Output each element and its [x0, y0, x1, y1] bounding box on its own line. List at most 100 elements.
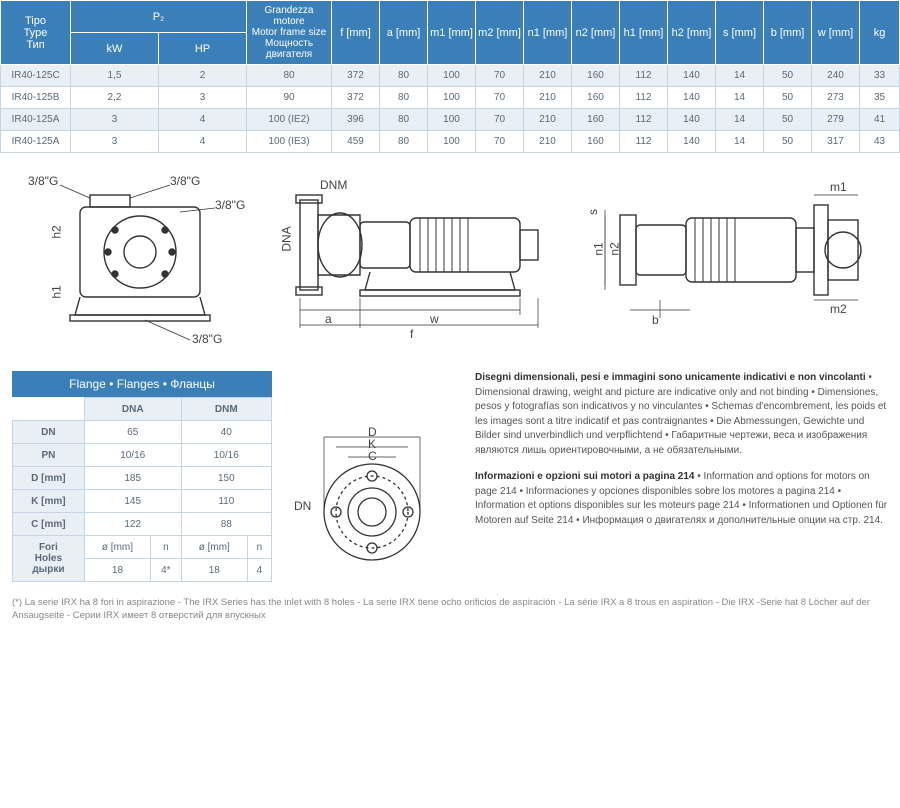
fl-fori-n2: n: [247, 536, 271, 559]
info-p2-bold: Informazioni e opzioni sui motori a pagi…: [475, 471, 694, 482]
cell-type: IR40-125C: [1, 65, 71, 87]
cell-h2: 140: [668, 87, 716, 109]
cell-a: 80: [380, 131, 428, 153]
cell-s: 14: [716, 87, 764, 109]
flange-title: Flange • Flanges • Фланцы: [12, 371, 272, 397]
cell-n1: 210: [524, 65, 572, 87]
cell-h1: 112: [620, 65, 668, 87]
cell-s: 14: [716, 65, 764, 87]
label-g38-1: 3/8"G: [28, 174, 58, 188]
th-f: f [mm]: [332, 1, 380, 65]
label-n2: n2: [608, 242, 622, 255]
fl-fori-n1: n: [151, 536, 182, 559]
fl-fori: Fori Holes дырки: [13, 536, 85, 582]
cell-a: 80: [380, 87, 428, 109]
th-b: b [mm]: [764, 1, 812, 65]
diagram-top: m1 m2 s n1 n2 b: [590, 170, 880, 350]
fl-d-dnm: 150: [181, 467, 271, 490]
fl-fori-dna-n: 4*: [151, 559, 182, 582]
cell-hp: 2: [159, 65, 247, 87]
cell-kw: 1,5: [71, 65, 159, 87]
cell-n2: 160: [572, 131, 620, 153]
fl-c: C [mm]: [13, 513, 85, 536]
fl-d: D [mm]: [13, 467, 85, 490]
technical-diagrams: 3/8"G 3/8"G 3/8"G 3/8"G h2 h1: [0, 153, 900, 363]
th-s: s [mm]: [716, 1, 764, 65]
cell-type: IR40-125B: [1, 87, 71, 109]
cell-type: IR40-125A: [1, 109, 71, 131]
cell-m1: 100: [428, 109, 476, 131]
cell-b: 50: [764, 109, 812, 131]
cell-motor: 80: [247, 65, 332, 87]
cell-f: 372: [332, 87, 380, 109]
cell-m1: 100: [428, 65, 476, 87]
fl-c-dnm: 88: [181, 513, 271, 536]
table-row: IR40-125A34100 (IE3)45980100702101601121…: [1, 131, 900, 153]
diagram-side: DNM DNA a w f: [270, 170, 570, 350]
label-f: f: [410, 327, 413, 341]
fl-fori-dna-d: 18: [84, 559, 150, 582]
diagram-front: 3/8"G 3/8"G 3/8"G 3/8"G h2 h1: [20, 170, 250, 350]
cell-kw: 3: [71, 131, 159, 153]
fl-k-dna: 145: [84, 490, 181, 513]
cell-kg: 43: [860, 131, 900, 153]
label-n1: n1: [592, 242, 606, 255]
th-kw: kW: [71, 33, 159, 65]
cell-f: 372: [332, 65, 380, 87]
fl-pn-dna: 10/16: [84, 444, 181, 467]
cell-h1: 112: [620, 109, 668, 131]
cell-h1: 112: [620, 87, 668, 109]
info-text-block: Disegni dimensionali, pesi e immagini so…: [475, 371, 888, 582]
cell-h2: 140: [668, 109, 716, 131]
fl-k: K [mm]: [13, 490, 85, 513]
fl-diag-c: C: [368, 449, 377, 463]
flange-table: DNA DNM DN 65 40 PN 10/16 10/16 D [mm] 1…: [12, 397, 272, 582]
info-p1-rest: • Dimensional drawing, weight and pictur…: [475, 372, 886, 456]
cell-motor: 90: [247, 87, 332, 109]
cell-s: 14: [716, 109, 764, 131]
table-row: IR40-125A34100 (IE2)39680100702101601121…: [1, 109, 900, 131]
cell-h2: 140: [668, 131, 716, 153]
cell-h2: 140: [668, 65, 716, 87]
label-m2: m2: [830, 302, 847, 316]
cell-motor: 100 (IE3): [247, 131, 332, 153]
fl-k-dnm: 110: [181, 490, 271, 513]
flange-diagram: D K C DN: [282, 417, 447, 582]
cell-kw: 2,2: [71, 87, 159, 109]
th-kg: kg: [860, 1, 900, 65]
th-h1: h1 [mm]: [620, 1, 668, 65]
cell-f: 396: [332, 109, 380, 131]
cell-n1: 210: [524, 109, 572, 131]
th-m1: m1 [mm]: [428, 1, 476, 65]
cell-kw: 3: [71, 109, 159, 131]
fl-dn: DN: [13, 421, 85, 444]
cell-n1: 210: [524, 131, 572, 153]
fl-c-dna: 122: [84, 513, 181, 536]
label-a: a: [325, 312, 332, 326]
cell-w: 273: [812, 87, 860, 109]
fl-diag-dn: DN: [294, 499, 311, 513]
th-hp: HP: [159, 33, 247, 65]
info-para-2: Informazioni e opzioni sui motori a pagi…: [475, 470, 888, 528]
label-g38-4: 3/8"G: [192, 332, 222, 346]
cell-m2: 70: [476, 65, 524, 87]
cell-m2: 70: [476, 131, 524, 153]
label-b: b: [652, 313, 659, 327]
cell-kg: 41: [860, 109, 900, 131]
fl-dn-dnm: 40: [181, 421, 271, 444]
cell-n2: 160: [572, 87, 620, 109]
th-a: a [mm]: [380, 1, 428, 65]
fl-pn-dnm: 10/16: [181, 444, 271, 467]
label-h2: h2: [50, 225, 64, 238]
table-row: IR40-125C1,52803728010070210160112140145…: [1, 65, 900, 87]
fl-pn: PN: [13, 444, 85, 467]
cell-kg: 35: [860, 87, 900, 109]
cell-f: 459: [332, 131, 380, 153]
dimensions-table: Tipo Type Тип P₂ Grandezza motore Motor …: [0, 0, 900, 153]
cell-hp: 4: [159, 131, 247, 153]
cell-hp: 4: [159, 109, 247, 131]
th-type: Tipo Type Тип: [1, 1, 71, 65]
cell-type: IR40-125A: [1, 131, 71, 153]
info-para-1: Disegni dimensionali, pesi e immagini so…: [475, 371, 888, 458]
cell-w: 317: [812, 131, 860, 153]
